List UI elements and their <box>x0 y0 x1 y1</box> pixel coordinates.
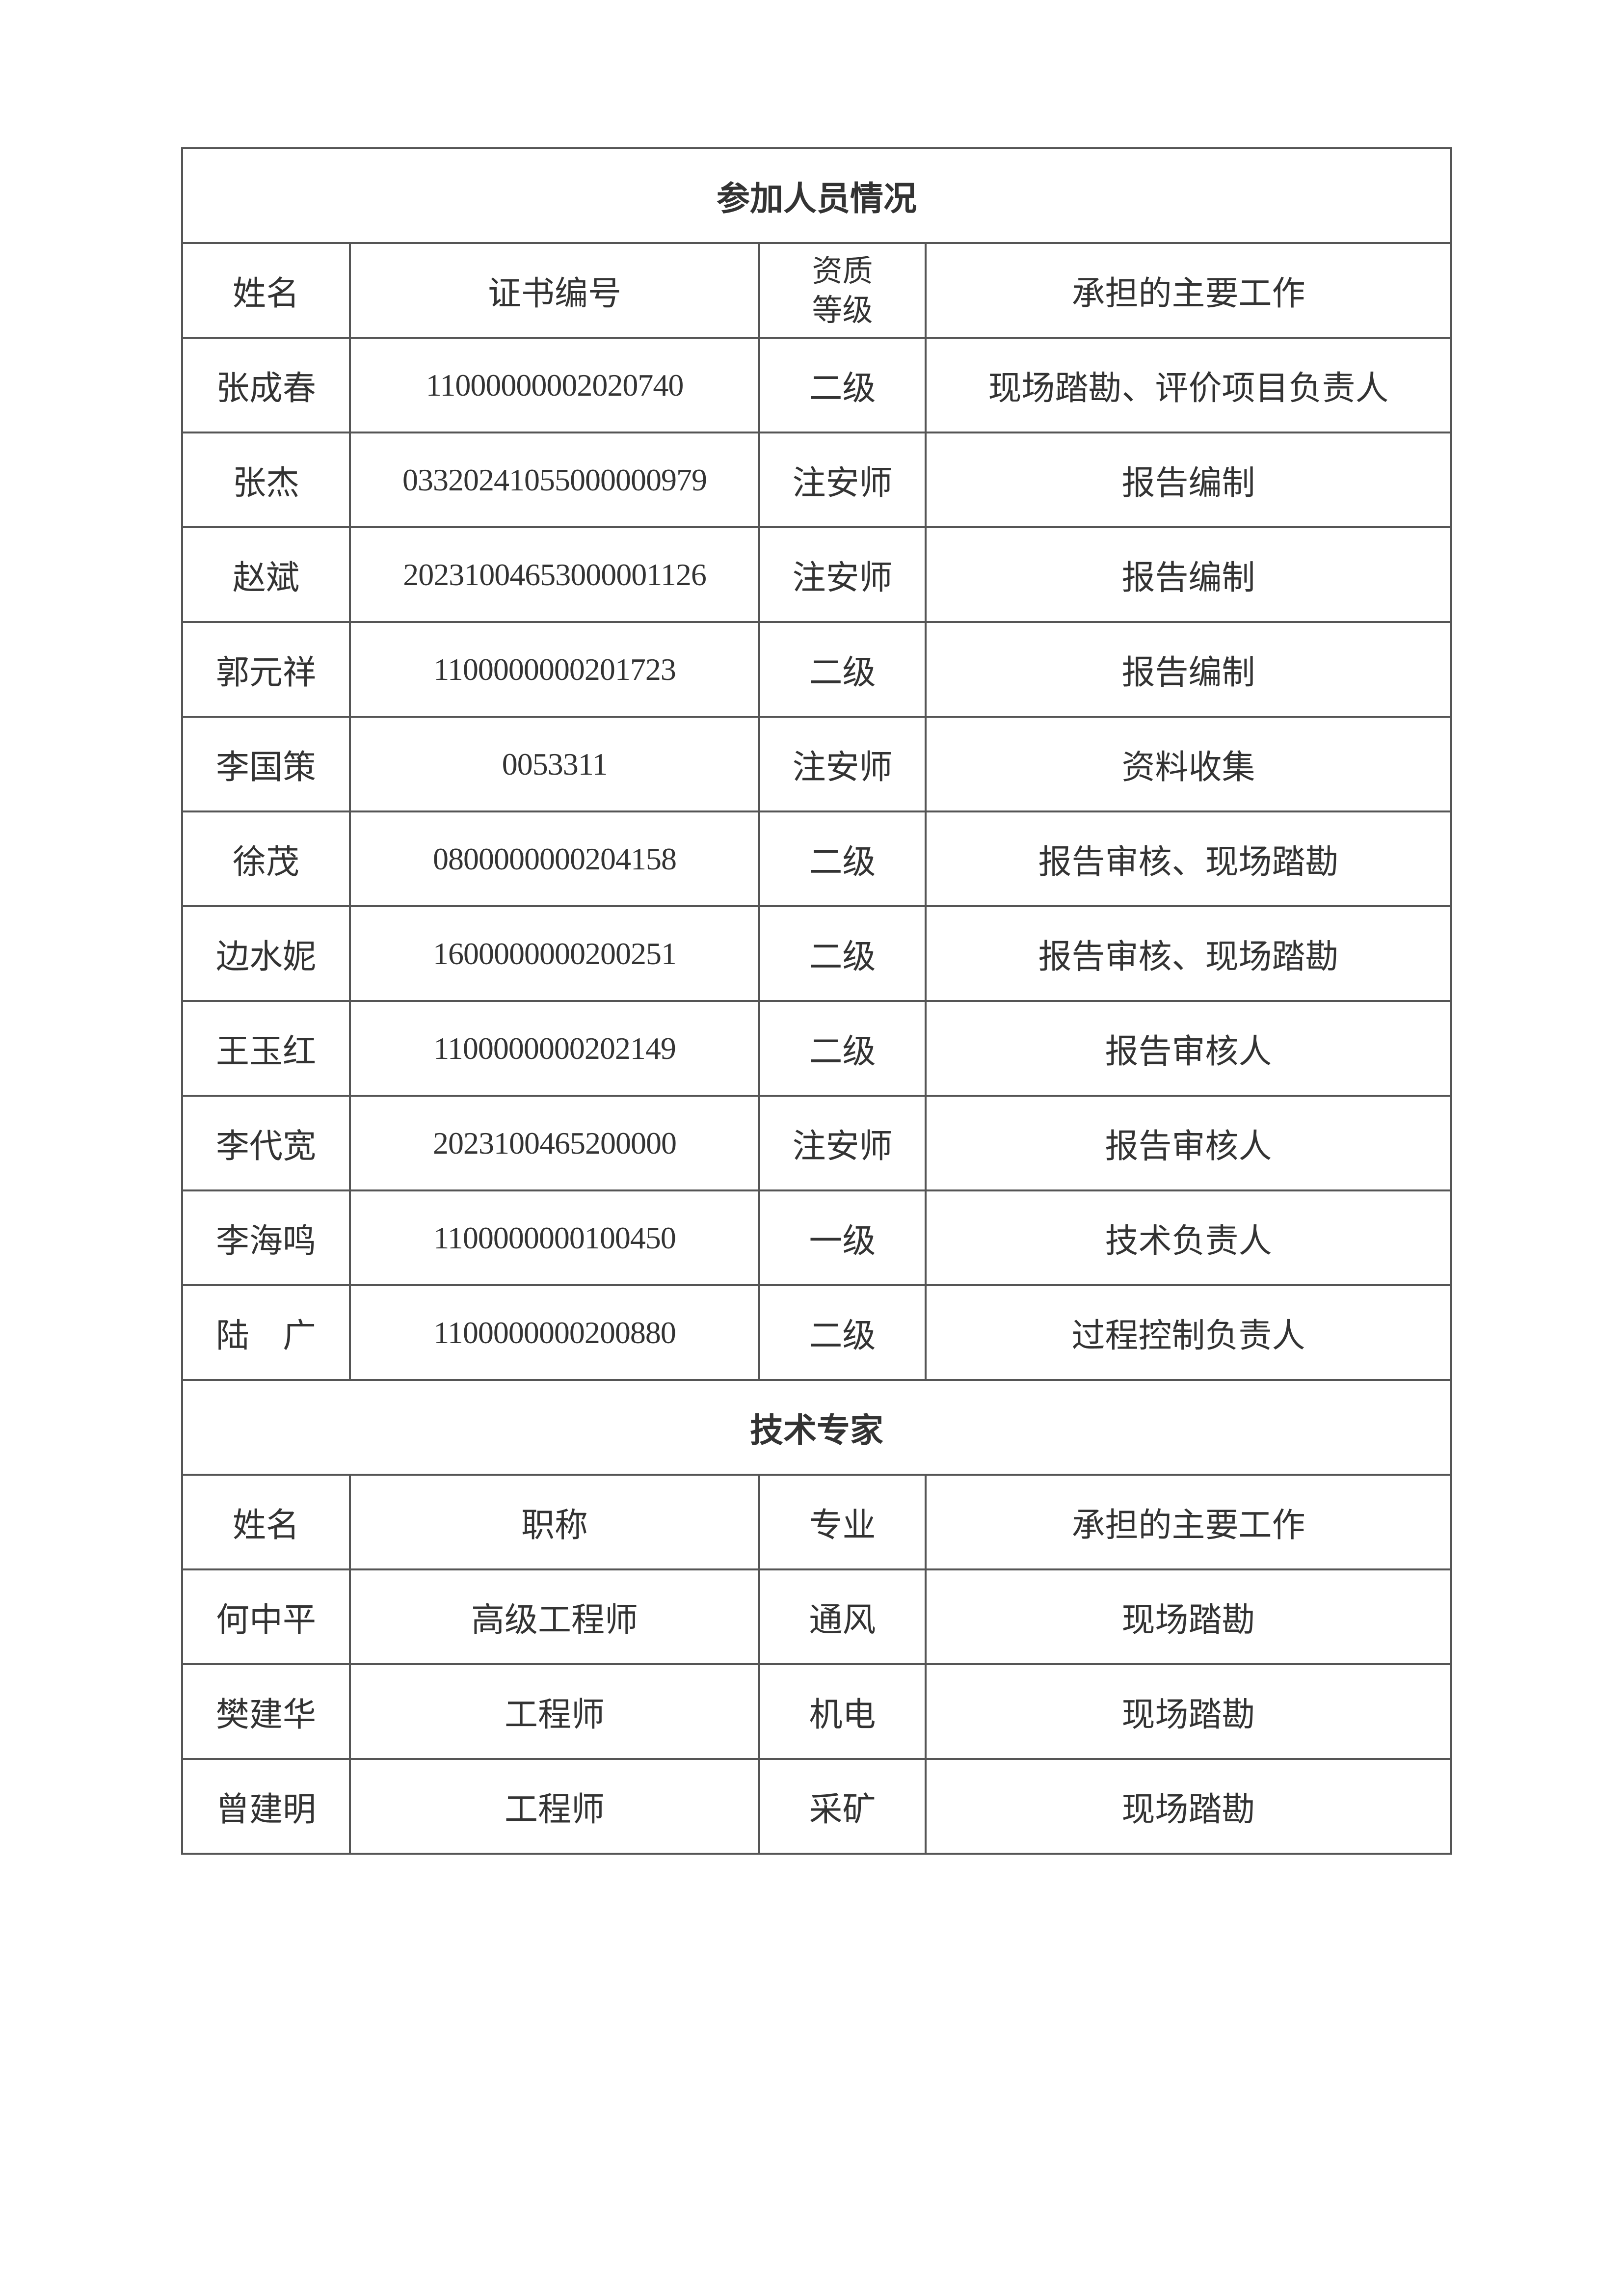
cert-number: 1600000000200251 <box>349 905 760 1002</box>
cert-number: 1100000000200880 <box>349 1284 760 1381</box>
table-row: 何中平 高级工程师 通风 现场踏勘 <box>181 1568 1453 1665</box>
header-grade-line1: 资质 <box>812 252 873 289</box>
person-name: 边水妮 <box>181 905 351 1002</box>
expert-work: 现场踏勘 <box>924 1758 1453 1855</box>
person-name: 赵斌 <box>181 526 351 623</box>
person-name: 张杰 <box>181 432 351 528</box>
expert-title: 工程师 <box>349 1758 760 1855</box>
table-row: 张杰 03320241055000000979 注安师 报告编制 <box>181 432 1453 528</box>
expert-major: 机电 <box>758 1663 927 1760</box>
main-work: 报告编制 <box>924 526 1453 623</box>
person-name: 张成春 <box>181 337 351 433</box>
qualification-grade: 二级 <box>758 337 927 433</box>
expert-major: 通风 <box>758 1568 927 1665</box>
main-work: 技术负责人 <box>924 1189 1453 1286</box>
main-work: 报告审核、现场踏勘 <box>924 810 1453 907</box>
cert-number: 0053311 <box>349 716 760 812</box>
expert-header-0: 姓名 <box>181 1474 351 1570</box>
expert-name: 樊建华 <box>181 1663 351 1760</box>
expert-name: 何中平 <box>181 1568 351 1665</box>
table-row: 姓名 职称 专业 承担的主要工作 <box>181 1474 1453 1570</box>
cert-number: 11000000002020740 <box>349 337 760 433</box>
table-row: 边水妮 1600000000200251 二级 报告审核、现场踏勘 <box>181 905 1453 1002</box>
expert-header-1: 职称 <box>349 1474 760 1570</box>
qualification-grade: 二级 <box>758 1284 927 1381</box>
qualification-grade: 注安师 <box>758 432 927 528</box>
main-work: 报告编制 <box>924 621 1453 718</box>
expert-header-3: 承担的主要工作 <box>924 1474 1453 1570</box>
qualification-grade: 二级 <box>758 905 927 1002</box>
person-name: 郭元祥 <box>181 621 351 718</box>
header-cert: 证书编号 <box>349 242 760 339</box>
table-row: 郭元祥 1100000000201723 二级 报告编制 <box>181 621 1453 718</box>
table-row: 技术专家 <box>181 1379 1453 1476</box>
person-name: 李海鸣 <box>181 1189 351 1286</box>
expert-title: 工程师 <box>349 1663 760 1760</box>
main-work: 报告审核人 <box>924 1000 1453 1097</box>
cert-number: 1100000000100450 <box>349 1189 760 1286</box>
table-row: 张成春 11000000002020740 二级 现场踏勘、评价项目负责人 <box>181 337 1453 433</box>
cert-number: 1100000000201723 <box>349 621 760 718</box>
table-row: 李代宽 2023100465200000 注安师 报告审核人 <box>181 1095 1453 1191</box>
table-row: 陆 广 1100000000200880 二级 过程控制负责人 <box>181 1284 1453 1381</box>
qualification-grade: 二级 <box>758 810 927 907</box>
cert-number: 0800000000204158 <box>349 810 760 907</box>
expert-name: 曾建明 <box>181 1758 351 1855</box>
person-name: 李代宽 <box>181 1095 351 1191</box>
expert-header-2: 专业 <box>758 1474 927 1570</box>
main-work: 报告审核、现场踏勘 <box>924 905 1453 1002</box>
expert-title: 高级工程师 <box>349 1568 760 1665</box>
qualification-grade: 二级 <box>758 621 927 718</box>
personnel-table: 参加人员情况 姓名 证书编号 资质 等级 承担的主要工作 张成春 110000000… <box>181 147 1453 1855</box>
expert-major: 采矿 <box>758 1758 927 1855</box>
table-row: 徐茂 0800000000204158 二级 报告审核、现场踏勘 <box>181 810 1453 907</box>
main-work: 现场踏勘、评价项目负责人 <box>924 337 1453 433</box>
table-row: 曾建明 工程师 采矿 现场踏勘 <box>181 1758 1453 1855</box>
table-row: 李海鸣 1100000000100450 一级 技术负责人 <box>181 1189 1453 1286</box>
header-grade-line2: 等级 <box>812 292 873 328</box>
person-name: 王玉红 <box>181 1000 351 1097</box>
personnel-section-title: 参加人员情况 <box>181 147 1453 244</box>
table-row: 王玉红 1100000000202149 二级 报告审核人 <box>181 1000 1453 1097</box>
header-grade: 资质 等级 <box>758 242 927 339</box>
experts-section-title: 技术专家 <box>181 1379 1453 1476</box>
main-work: 报告审核人 <box>924 1095 1453 1191</box>
header-name: 姓名 <box>181 242 351 339</box>
expert-work: 现场踏勘 <box>924 1663 1453 1760</box>
main-work: 报告编制 <box>924 432 1453 528</box>
expert-work: 现场踏勘 <box>924 1568 1453 1665</box>
cert-number: 1100000000202149 <box>349 1000 760 1097</box>
header-work: 承担的主要工作 <box>924 242 1453 339</box>
cert-number: 03320241055000000979 <box>349 432 760 528</box>
cert-number: 20231004653000001126 <box>349 526 760 623</box>
cert-number: 2023100465200000 <box>349 1095 760 1191</box>
person-name: 陆 广 <box>181 1284 351 1381</box>
qualification-grade: 二级 <box>758 1000 927 1097</box>
table-row: 李国策 0053311 注安师 资料收集 <box>181 716 1453 812</box>
person-name: 李国策 <box>181 716 351 812</box>
table-row: 赵斌 20231004653000001126 注安师 报告编制 <box>181 526 1453 623</box>
qualification-grade: 注安师 <box>758 716 927 812</box>
qualification-grade: 注安师 <box>758 1095 927 1191</box>
main-work: 过程控制负责人 <box>924 1284 1453 1381</box>
table-row: 樊建华 工程师 机电 现场踏勘 <box>181 1663 1453 1760</box>
person-name: 徐茂 <box>181 810 351 907</box>
main-work: 资料收集 <box>924 716 1453 812</box>
qualification-grade: 注安师 <box>758 526 927 623</box>
qualification-grade: 一级 <box>758 1189 927 1286</box>
